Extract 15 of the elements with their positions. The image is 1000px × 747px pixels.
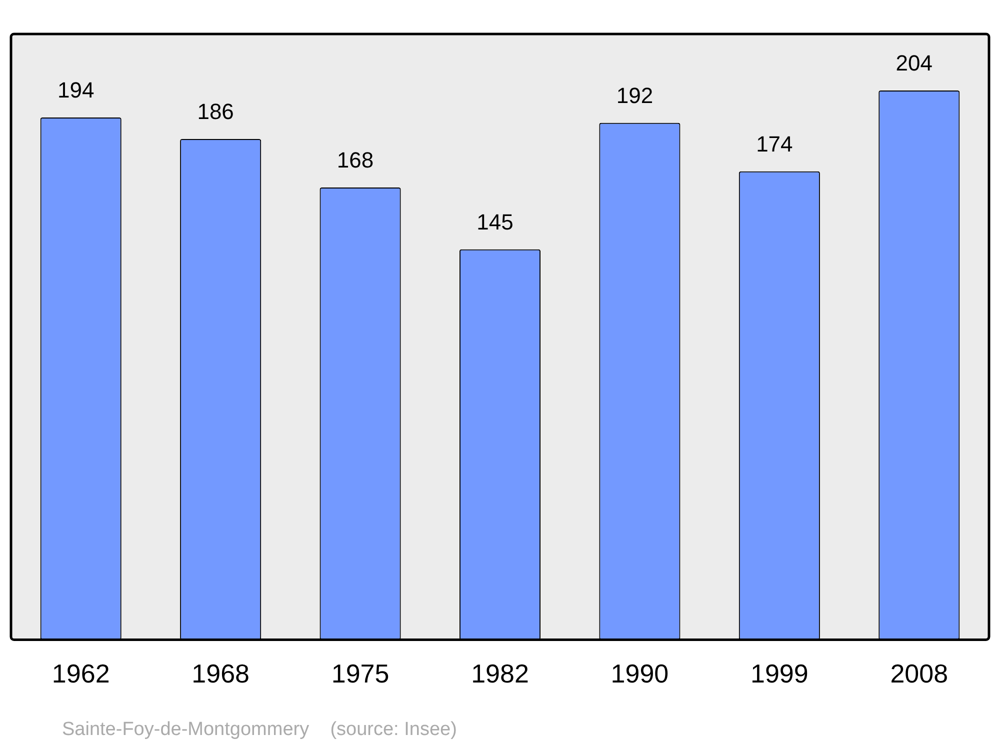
x-tick-label: 1982 [471, 658, 529, 689]
data-label: 204 [896, 50, 932, 76]
data-label: 145 [476, 209, 514, 234]
x-tick-label: 2008 [890, 658, 948, 689]
data-label: 168 [336, 148, 374, 173]
data-label: 174 [756, 131, 793, 156]
x-tick-label: 1962 [52, 658, 110, 689]
x-tick-label: 1999 [750, 658, 808, 689]
x-tick-label: 1968 [192, 658, 250, 689]
data-label: 194 [58, 78, 94, 103]
x-tick-label: 1990 [610, 658, 669, 689]
data-label: 192 [616, 82, 654, 108]
x-tick-label: 1975 [331, 658, 390, 689]
data-label: 186 [197, 99, 234, 124]
text: Sainte-Foy-de-Montgommery (source: Insee) [62, 719, 457, 740]
